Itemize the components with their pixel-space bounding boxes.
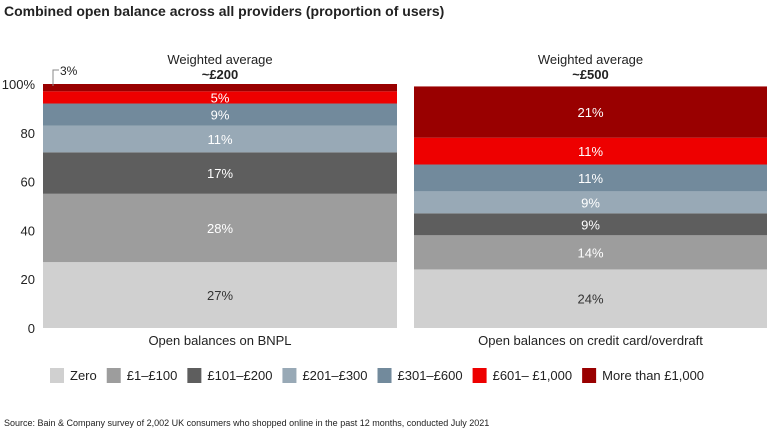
x-category-label: Open balances on BNPL	[148, 333, 291, 348]
data-label: 11%	[578, 171, 603, 186]
data-label: 11%	[578, 144, 603, 159]
annotation-weighted-average: Weighted average	[167, 52, 272, 67]
annotation-value: ~£200	[202, 67, 239, 82]
x-category-label: Open balances on credit card/overdraft	[478, 333, 703, 348]
data-label: 14%	[577, 245, 603, 260]
data-label: 5%	[211, 90, 230, 105]
bar-segment	[43, 193, 397, 263]
legend-swatch	[472, 368, 487, 383]
data-label: 11%	[207, 132, 232, 147]
bar-segment	[414, 235, 767, 270]
y-tick-label: 20	[21, 272, 35, 287]
y-tick-label: 40	[21, 223, 35, 238]
annotation-weighted-average: Weighted average	[538, 52, 643, 67]
data-label: 3%	[60, 64, 78, 78]
data-label: 9%	[211, 108, 230, 123]
legend-swatch	[187, 368, 202, 383]
data-label: 17%	[207, 166, 233, 181]
legend-swatch	[50, 368, 64, 383]
bar-segment	[43, 84, 397, 92]
y-tick-label: 60	[21, 175, 35, 190]
y-tick-label: 0	[28, 321, 35, 336]
data-label: 28%	[207, 221, 233, 236]
legend-label: £201–£300	[302, 368, 367, 383]
bar-segment	[43, 91, 397, 104]
y-tick-label: 80	[21, 126, 35, 141]
data-label: 9%	[581, 195, 600, 210]
bar-segment	[43, 262, 397, 328]
data-label: 27%	[207, 288, 233, 303]
legend-label: £601– £1,000	[493, 368, 573, 383]
bar-segment	[414, 164, 767, 192]
bar-segment	[414, 191, 767, 214]
legend-label: £301–£600	[398, 368, 463, 383]
bar-segment	[414, 137, 767, 165]
data-label: 9%	[581, 217, 600, 232]
legend-swatch	[106, 368, 121, 383]
source-note: Source: Bain & Company survey of 2,002 U…	[4, 418, 490, 428]
annotation-value: ~£500	[572, 67, 609, 82]
data-label: 21%	[577, 105, 603, 120]
legend-swatch	[582, 368, 597, 383]
bar-segment	[43, 125, 397, 153]
legend-label: More than £1,000	[602, 368, 704, 383]
legend-swatch	[377, 368, 392, 383]
label-leader-line	[52, 69, 59, 86]
legend-label: £1–£100	[127, 368, 178, 383]
legend-label: Zero	[70, 368, 97, 383]
bar-segment	[414, 86, 767, 138]
y-tick-label: 100%	[2, 77, 36, 92]
bar-segment	[43, 103, 397, 126]
data-label: 24%	[577, 292, 603, 307]
legend-label: £101–£200	[207, 368, 272, 383]
bar-segment	[414, 213, 767, 236]
bar-segment	[414, 269, 767, 328]
legend-swatch	[282, 368, 297, 383]
chart-title: Combined open balance across all provide…	[4, 3, 445, 19]
bar-segment	[43, 152, 397, 194]
